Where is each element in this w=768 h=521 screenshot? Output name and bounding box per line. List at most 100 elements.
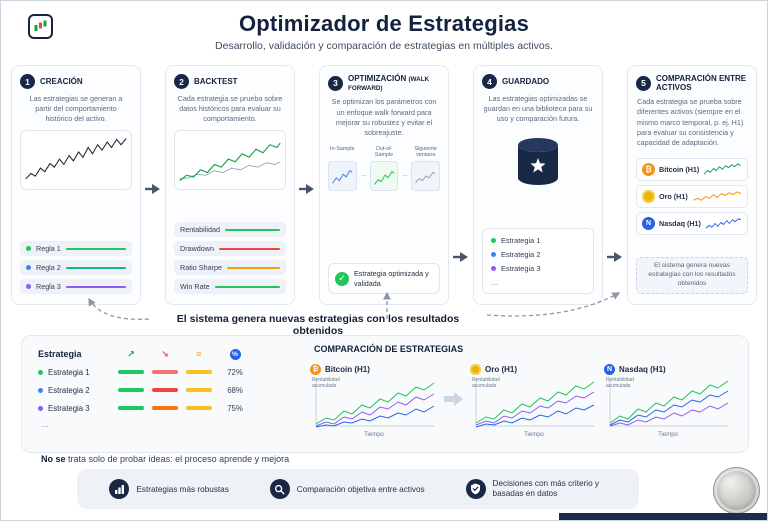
- chart-header: ₿ Bitcoin (H1): [310, 362, 438, 376]
- metric-bar: [186, 388, 212, 392]
- strategy-name: Estrategia 2: [48, 385, 90, 395]
- step-title: COMPARACIÓN ENTRE ACTIVOS: [656, 74, 747, 93]
- window-out-of-sample: Out-of-Sample: [369, 145, 399, 191]
- window-chart: [411, 160, 441, 191]
- step-panel-guardado: 4 GUARDADO Las estrategias optimizadas s…: [473, 65, 603, 305]
- table-row: Estrategia 2 68%: [38, 382, 294, 398]
- bitcoin-icon: ₿: [642, 162, 655, 176]
- step-description: Las estrategias optimizadas se guardan e…: [483, 94, 593, 124]
- metric-bar: [186, 370, 212, 374]
- strategy-library-list: Estrategia 1 Estrategia 2 Estrategia 3 .…: [482, 228, 594, 294]
- metric-bar: [152, 406, 178, 410]
- winrate-value: 68%: [227, 385, 243, 395]
- asset-sparkline: [705, 217, 742, 229]
- step-number-badge: 4: [482, 74, 497, 89]
- bitcoin-icon: ₿: [310, 363, 321, 375]
- rule-label: Regla 2: [36, 263, 61, 272]
- metric-line: [218, 247, 280, 250]
- y-axis-label: Rentabilidad acumulada: [606, 377, 634, 390]
- footer-item-comparacion: Comparación objetiva entre activos: [269, 479, 425, 499]
- rule-item: Regla 3: [20, 279, 132, 294]
- step-header: 5 COMPARACIÓN ENTRE ACTIVOS: [636, 74, 748, 92]
- metric-line: [224, 228, 280, 231]
- table-header-label: Estrategia: [38, 349, 82, 359]
- steps-flow: 1 CREACIÓN Las estrategias se generan a …: [11, 65, 757, 305]
- metric-label: Ratio Sharpe: [180, 263, 222, 272]
- asset-label: Bitcoin (H1): [659, 164, 700, 174]
- asset-row-bitcoin: ₿ Bitcoin (H1): [636, 157, 748, 181]
- library-item: Estrategia 2: [491, 247, 585, 261]
- footer-item-label: Comparación objetiva entre activos: [296, 484, 425, 494]
- step-panel-creacion: 1 CREACIÓN Las estrategias se generan a …: [11, 65, 141, 305]
- comparison-charts: COMPARACIÓN DE ESTRATEGIAS ₿ Bitcoin (H1…: [300, 344, 738, 444]
- y-axis-label: Rentabilidad acumulada: [472, 377, 500, 390]
- backtest-sparkline: [179, 142, 281, 182]
- step-description: Se optimizan los parámetros con un enfoq…: [331, 97, 437, 137]
- step-panel-backtest: 2 BACKTEST Cada estrategia se prueba sob…: [165, 65, 295, 305]
- y-axis-label: Rentabilidad acumulada: [312, 377, 340, 390]
- comparison-panel: Estrategia ↗ ↘ ≈ % Estrategia 1 72%: [21, 335, 749, 453]
- row-name-cell: Estrategia 3: [38, 404, 110, 413]
- step-panel-comparacion-activos: 5 COMPARACIÓN ENTRE ACTIVOS Cada estrate…: [627, 65, 757, 305]
- table-row: Estrategia 1 72%: [38, 364, 294, 380]
- feedback-note-box: El sistema genera nuevas estrategias con…: [636, 257, 748, 294]
- metric-label: Rentabilidad: [180, 225, 220, 234]
- footer-item-label: Decisiones con más criterio y basadas en…: [492, 478, 600, 498]
- strategy-dot: [491, 237, 496, 243]
- window-label: Out-of-Sample: [374, 145, 394, 158]
- trend-down-icon: ↘: [161, 348, 169, 359]
- gold-icon: [642, 189, 655, 203]
- chart-label: Bitcoin (H1): [325, 364, 370, 374]
- table-ellipsis: ...: [41, 419, 49, 429]
- chart-area: Rentabilidad acumulada: [604, 376, 732, 432]
- rule-item: Regla 2: [20, 260, 132, 275]
- metric-item: Ratio Sharpe: [174, 260, 286, 275]
- bar-chart-icon: [109, 479, 130, 499]
- header: Optimizador de Estrategias Desarrollo, v…: [1, 1, 767, 52]
- window-arrow-icon: →: [359, 171, 367, 179]
- rules-list: Regla 1 Regla 2 Regla 3: [20, 237, 132, 294]
- asset-sparkline: [693, 190, 741, 201]
- rule-dot: [26, 246, 31, 251]
- price-history-chart: [20, 130, 132, 191]
- strategy-label: Estrategia 3: [501, 263, 541, 273]
- seal-logo: [713, 467, 760, 514]
- footer-item-robustas: Estrategias más robustas: [109, 479, 229, 499]
- magnifier-icon: [269, 479, 290, 499]
- chart-header: Oro (H1): [470, 362, 598, 376]
- window-in-sample: In-Sample: [328, 146, 357, 191]
- winrate-value: 72%: [227, 367, 243, 377]
- window-label: Siguiente ventana: [414, 145, 437, 158]
- rule-line: [65, 285, 126, 288]
- flow-arrow-right: [453, 65, 469, 305]
- metric-line: [214, 285, 280, 288]
- chart-bitcoin: ₿ Bitcoin (H1) Rentabilidad acumulada: [310, 362, 438, 440]
- candlestick-chart-icon: [28, 14, 53, 39]
- table-header: Estrategia ↗ ↘ ≈ %: [38, 346, 294, 362]
- row-name-cell: Estrategia 1: [38, 368, 110, 377]
- strategy-label: Estrategia 2: [501, 249, 541, 259]
- flow-arrow-right: [607, 65, 623, 305]
- window-label: In-Sample: [330, 145, 355, 152]
- step-header: 4 GUARDADO: [482, 74, 594, 89]
- strategy-table: Estrategia ↗ ↘ ≈ % Estrategia 1 72%: [32, 344, 300, 444]
- strategy-dot: [38, 369, 43, 375]
- rule-item: Regla 1: [20, 241, 132, 256]
- step-panel-optimizacion: 3 OPTIMIZACIÓN (WALK FORWARD) Se optimiz…: [319, 65, 449, 305]
- x-axis-label: Tiempo: [364, 432, 384, 438]
- asset-row-oro: Oro (H1): [636, 184, 748, 208]
- metric-item: Rentabilidad: [174, 222, 286, 237]
- comparison-title: COMPARACIÓN DE ESTRATEGIAS: [314, 344, 464, 354]
- step-title: GUARDADO: [502, 76, 550, 86]
- footer-item-decisiones: Decisiones con más criterio y basadas en…: [465, 478, 607, 500]
- step-header: 2 BACKTEST: [174, 74, 286, 89]
- nasdaq-icon: N: [642, 216, 655, 230]
- candlestick-glyph: [34, 20, 47, 31]
- window-arrow-icon: →: [401, 171, 409, 179]
- step-description: Cada estrategia se prueba sobre datos hi…: [177, 94, 283, 124]
- step-title-main: OPTIMIZACIÓN: [348, 74, 407, 83]
- step-number-badge: 3: [328, 75, 343, 91]
- backtest-chart: [174, 130, 286, 191]
- x-axis-label: Tiempo: [658, 432, 678, 438]
